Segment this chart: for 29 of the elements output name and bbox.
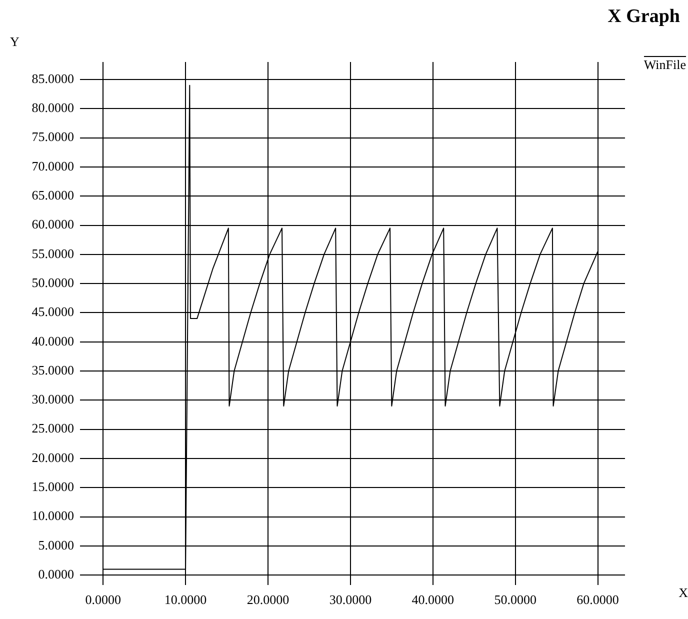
- y-tick-label: 50.0000: [32, 274, 74, 290]
- y-tick-label: 55.0000: [32, 246, 74, 261]
- y-tick-label: 30.0000: [32, 392, 74, 407]
- chart-title: X Graph: [608, 6, 680, 28]
- y-tick-label: 75.0000: [32, 129, 74, 144]
- x-axis-title: X: [678, 585, 688, 601]
- y-tick-label: 35.0000: [32, 362, 74, 378]
- y-tick-label: 5.0000: [38, 537, 74, 552]
- y-tick-label: 0.0000: [38, 566, 74, 582]
- legend-label: WinFile: [644, 57, 686, 73]
- x-tick-label: 10.0000: [164, 592, 207, 608]
- y-tick-label: 20.0000: [32, 450, 74, 465]
- y-tick-label: 15.0000: [32, 479, 74, 494]
- y-tick-label: 40.0000: [32, 333, 74, 348]
- x-tick-label: 30.0000: [329, 592, 372, 608]
- x-tick-label: 60.0000: [576, 592, 619, 608]
- x-tick-label: 0.0000: [85, 592, 121, 608]
- y-tick-label: 65.0000: [32, 188, 74, 203]
- y-axis-title: Y: [10, 34, 20, 50]
- y-tick-label: 80.0000: [32, 100, 74, 116]
- y-tick-label: 45.0000: [32, 304, 74, 320]
- y-tick-label: 10.0000: [32, 508, 74, 524]
- y-tick-label: 70.0000: [32, 158, 74, 174]
- x-tick-label: 20.0000: [246, 592, 290, 608]
- x-tick-label: 40.0000: [412, 592, 454, 608]
- y-tick-label: 85.0000: [32, 70, 74, 86]
- y-tick-label: 25.0000: [32, 420, 74, 436]
- x-tick-label: 50.0000: [494, 592, 536, 608]
- y-tick-label: 60.0000: [32, 216, 74, 232]
